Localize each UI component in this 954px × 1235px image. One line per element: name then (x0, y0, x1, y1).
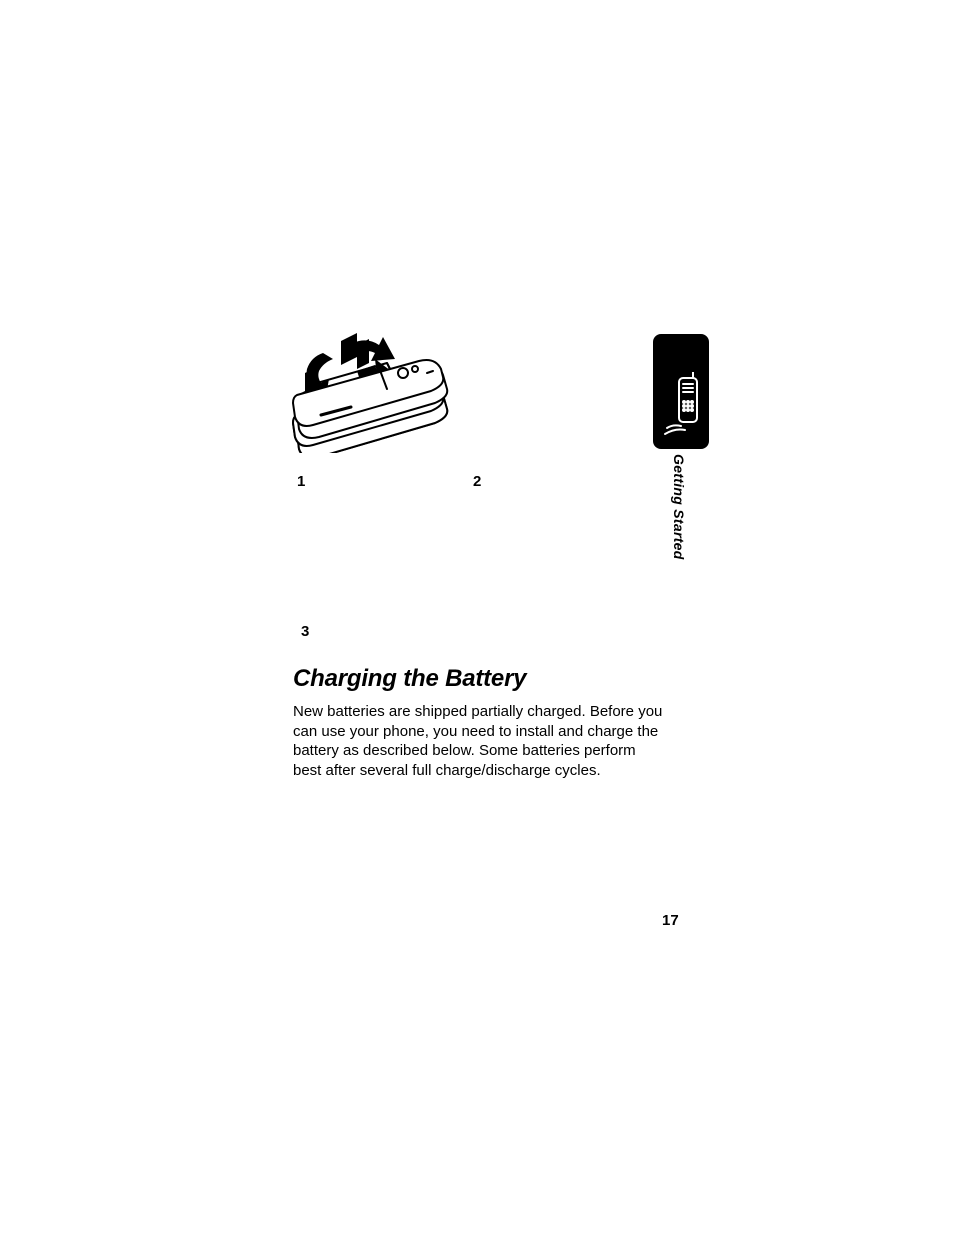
body-paragraph: New batteries are shipped partially char… (293, 702, 668, 780)
page-number: 17 (662, 912, 679, 929)
section-tab-label: Getting Started (671, 454, 687, 560)
battery-install-illustration: 1 2 3 (283, 323, 653, 623)
step-number-1: 1 (297, 473, 305, 490)
illustration-step-3 (283, 323, 458, 453)
section-tab: Getting Started (653, 334, 713, 569)
section-heading: Charging the Battery (293, 665, 526, 693)
step-number-3: 3 (301, 623, 309, 640)
phone-icon (663, 372, 703, 442)
section-tab-block (653, 334, 709, 449)
step-number-2: 2 (473, 473, 481, 490)
manual-page: 1 2 3 (0, 0, 954, 1235)
